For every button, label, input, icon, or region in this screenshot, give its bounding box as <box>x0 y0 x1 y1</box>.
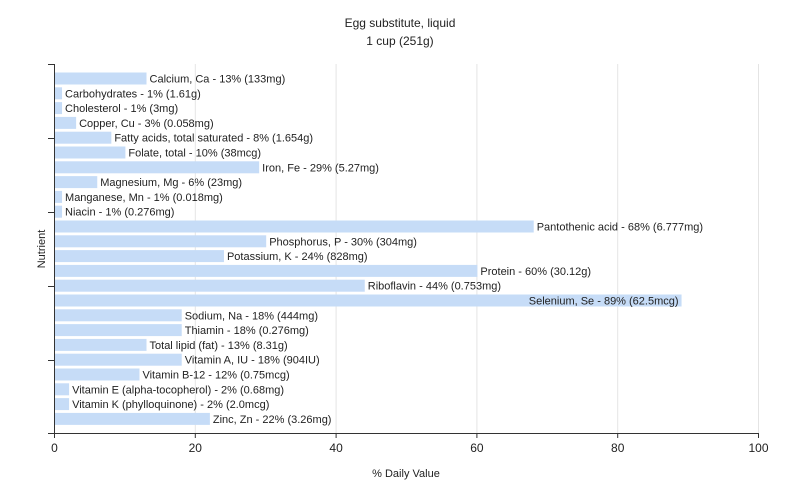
bar-label-22: Vitamin K (phylloquinone) - 2% (2.0mcg) <box>72 399 269 411</box>
bar-4 <box>55 131 112 144</box>
axes <box>48 64 759 438</box>
chart-title: Egg substitute, liquid <box>345 16 456 30</box>
bar-8 <box>55 190 63 203</box>
bar-label-6: Iron, Fe - 29% (5.27mg) <box>262 162 379 174</box>
bar-1 <box>55 87 63 100</box>
bar-label-0: Calcium, Ca - 13% (133mg) <box>150 74 286 86</box>
bar-21 <box>55 383 70 396</box>
bar-label-14: Riboflavin - 44% (0.753mg) <box>368 281 501 293</box>
bar-label-19: Vitamin A, IU - 18% (904IU) <box>185 355 320 367</box>
bar-label-12: Potassium, K - 24% (828mg) <box>227 251 368 263</box>
bar-11 <box>55 235 267 248</box>
bar-23 <box>55 412 210 425</box>
bar-14 <box>55 279 365 292</box>
bar-label-8: Manganese, Mn - 1% (0.018mg) <box>65 192 223 204</box>
bar-label-2: Cholesterol - 1% (3mg) <box>65 103 178 115</box>
bar-label-11: Phosphorus, P - 30% (304mg) <box>269 236 417 248</box>
x-tick-labels: 0 20 40 60 80 100 <box>51 441 769 455</box>
bar-10 <box>55 220 534 233</box>
y-axis-label: Nutrient <box>36 230 48 269</box>
x-tick-label-5: 100 <box>748 441 768 455</box>
bar-6 <box>55 161 260 174</box>
bar-label-9: Niacin - 1% (0.276mg) <box>65 207 174 219</box>
bar-15 <box>55 294 682 307</box>
bar-labels: Calcium, Ca - 13% (133mg) Carbohydrates -… <box>65 74 703 426</box>
bar-label-23: Zinc, Zn - 22% (3.26mg) <box>213 414 332 426</box>
bar-label-4: Fatty acids, total saturated - 8% (1.654… <box>114 133 313 145</box>
bar-3 <box>55 116 77 129</box>
bar-13 <box>55 264 478 277</box>
grid-lines <box>194 64 759 433</box>
x-tick-label-0: 0 <box>51 441 58 455</box>
bar-label-3: Copper, Cu - 3% (0.058mg) <box>79 118 214 130</box>
bar-label-1: Carbohydrates - 1% (1.61g) <box>65 88 201 100</box>
bar-0 <box>55 72 147 85</box>
bar-label-15: Selenium, Se - 89% (62.5mcg) <box>529 296 679 308</box>
bar-label-20: Vitamin B-12 - 12% (0.75mcg) <box>142 370 289 382</box>
bar-label-16: Sodium, Na - 18% (444mg) <box>185 310 318 322</box>
chart-subtitle: 1 cup (251g) <box>366 34 433 48</box>
bar-18 <box>55 338 147 351</box>
bar-label-7: Magnesium, Mg - 6% (23mg) <box>100 177 242 189</box>
bar-22 <box>55 398 70 411</box>
bar-label-21: Vitamin E (alpha-tocopherol) - 2% (0.68m… <box>72 384 284 396</box>
bar-20 <box>55 368 140 381</box>
x-axis-label: % Daily Value <box>372 468 440 480</box>
bar-2 <box>55 102 63 115</box>
bar-12 <box>55 250 224 263</box>
bars <box>55 72 682 425</box>
bar-5 <box>55 146 126 159</box>
x-tick-label-3: 60 <box>470 441 484 455</box>
bar-19 <box>55 353 182 366</box>
bar-label-5: Folate, total - 10% (38mcg) <box>128 148 261 160</box>
bar-label-13: Protein - 60% (30.12g) <box>480 266 591 278</box>
x-tick-label-2: 40 <box>329 441 343 455</box>
x-tick-label-1: 20 <box>189 441 203 455</box>
bar-9 <box>55 205 63 218</box>
x-tick-label-4: 80 <box>611 441 625 455</box>
bar-label-18: Total lipid (fat) - 13% (8.31g) <box>150 340 288 352</box>
bar-16 <box>55 309 182 322</box>
bar-label-17: Thiamin - 18% (0.276mg) <box>185 325 309 337</box>
bar-7 <box>55 176 98 189</box>
bar-17 <box>55 324 182 337</box>
bar-label-10: Pantothenic acid - 68% (6.777mg) <box>537 222 703 234</box>
